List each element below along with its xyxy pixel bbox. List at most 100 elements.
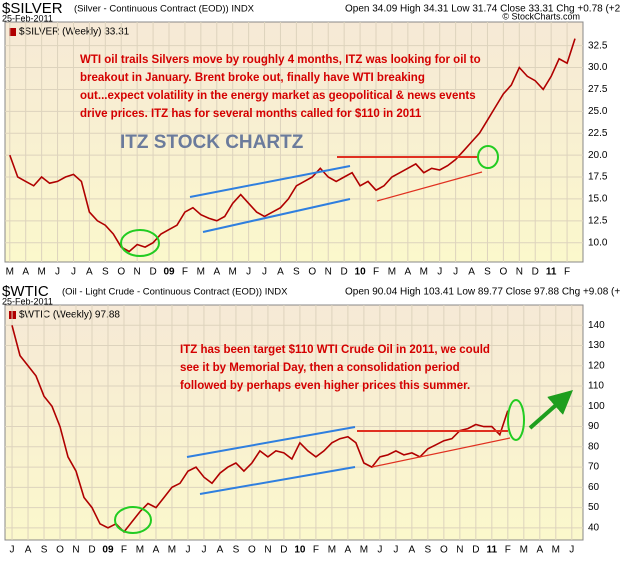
x-tick-label: M bbox=[552, 545, 560, 556]
x-tick-label: 10 bbox=[355, 267, 367, 278]
x-tick-label: A bbox=[405, 267, 412, 278]
x-tick-label: M bbox=[328, 545, 336, 556]
y-tick-label: 40 bbox=[588, 522, 600, 533]
trendline bbox=[186, 426, 356, 458]
x-tick-label: F bbox=[313, 545, 319, 556]
highlight-circle bbox=[477, 145, 499, 169]
x-tick-label: 11 bbox=[487, 545, 498, 556]
x-tick-label: M bbox=[197, 267, 205, 278]
y-tick-label: 50 bbox=[588, 502, 600, 513]
x-tick-label: J bbox=[246, 267, 251, 278]
x-tick-label: A bbox=[409, 545, 416, 556]
x-tick-label: A bbox=[277, 267, 284, 278]
x-tick-label: F bbox=[373, 267, 379, 278]
y-tick-label: 30.0 bbox=[588, 62, 608, 73]
x-tick-label: F bbox=[182, 267, 188, 278]
trendline bbox=[371, 437, 511, 468]
x-tick-label: A bbox=[345, 545, 352, 556]
x-tick-label: D bbox=[280, 545, 287, 556]
x-tick-label: D bbox=[341, 267, 348, 278]
y-tick-label: 25.0 bbox=[588, 106, 608, 117]
x-tick-label: A bbox=[25, 545, 32, 556]
legend-label: $SILVER (Weekly) 33.31 bbox=[19, 27, 130, 38]
y-tick-label: 100 bbox=[588, 401, 605, 412]
x-tick-label: S bbox=[293, 267, 300, 278]
x-tick-label: A bbox=[86, 267, 93, 278]
x-tick-label: D bbox=[149, 267, 156, 278]
plot-area bbox=[4, 21, 584, 263]
x-tick-label: J bbox=[71, 267, 76, 278]
y-tick-label: 12.5 bbox=[588, 215, 608, 226]
x-tick-label: F bbox=[121, 545, 127, 556]
x-tick-label: J bbox=[453, 267, 458, 278]
x-tick-label: D bbox=[88, 545, 95, 556]
legend-swatch bbox=[9, 28, 16, 36]
price-line bbox=[9, 38, 576, 253]
y-tick-label: 80 bbox=[588, 441, 600, 452]
x-tick-label: M bbox=[6, 267, 14, 278]
x-tick-label: O bbox=[499, 267, 507, 278]
x-tick-label: 09 bbox=[102, 545, 114, 556]
y-tick-label: 60 bbox=[588, 482, 600, 493]
y-tick-label: 20.0 bbox=[588, 150, 608, 161]
y-tick-label: 140 bbox=[588, 320, 605, 331]
arrow bbox=[528, 390, 573, 430]
x-tick-label: O bbox=[56, 545, 64, 556]
x-tick-label: F bbox=[505, 545, 511, 556]
y-tick-label: 17.5 bbox=[588, 172, 608, 183]
x-tick-label: S bbox=[233, 545, 240, 556]
x-tick-label: A bbox=[22, 267, 29, 278]
price-stats: Open 90.04 High 103.41 Low 89.77 Close 9… bbox=[345, 287, 620, 298]
y-tick-label: 32.5 bbox=[588, 40, 608, 51]
x-tick-label: J bbox=[377, 545, 382, 556]
x-tick-label: J bbox=[262, 267, 267, 278]
x-tick-label: N bbox=[134, 267, 141, 278]
x-tick-label: M bbox=[420, 267, 428, 278]
y-tick-label: 22.5 bbox=[588, 128, 608, 139]
chart-date: 25-Feb-2011 bbox=[2, 296, 53, 306]
x-tick-label: 10 bbox=[294, 545, 306, 556]
x-tick-label: O bbox=[440, 545, 448, 556]
trendline bbox=[189, 165, 351, 198]
x-tick-label: F bbox=[564, 267, 570, 278]
x-tick-label: D bbox=[472, 545, 479, 556]
chart-date: 25-Feb-2011 bbox=[2, 13, 53, 23]
x-tick-label: S bbox=[102, 267, 109, 278]
x-tick-label: A bbox=[536, 545, 543, 556]
x-tick-label: M bbox=[229, 267, 237, 278]
x-tick-label: S bbox=[41, 545, 48, 556]
trendline bbox=[199, 466, 356, 495]
y-tick-label: 90 bbox=[588, 421, 600, 432]
chart-title: $WTIC bbox=[2, 283, 49, 300]
annotation: ITZ has been target $110 WTI Crude Oil i… bbox=[180, 344, 490, 356]
x-tick-label: M bbox=[37, 267, 45, 278]
x-tick-label: A bbox=[213, 267, 220, 278]
x-tick-label: 11 bbox=[546, 267, 557, 278]
x-tick-label: 09 bbox=[163, 267, 175, 278]
plot-area bbox=[4, 304, 584, 541]
x-tick-label: O bbox=[308, 267, 316, 278]
x-tick-label: J bbox=[10, 545, 15, 556]
x-tick-label: N bbox=[325, 267, 332, 278]
x-tick-label: O bbox=[117, 267, 125, 278]
y-tick-label: 27.5 bbox=[588, 84, 608, 95]
trendlines bbox=[114, 145, 573, 534]
plot-layer: $SILVER (Silver - Continuous Contract (EO… bbox=[2, 0, 620, 556]
trendline bbox=[376, 171, 483, 202]
trendline bbox=[202, 198, 351, 233]
highlight-circle bbox=[507, 399, 525, 441]
price-line bbox=[11, 325, 509, 534]
x-tick-label: N bbox=[72, 545, 79, 556]
x-tick-label: S bbox=[484, 267, 491, 278]
x-tick-label: N bbox=[456, 545, 463, 556]
x-tick-label: N bbox=[516, 267, 523, 278]
x-tick-label: J bbox=[569, 545, 574, 556]
y-tick-label: 15.0 bbox=[588, 194, 608, 205]
x-tick-label: A bbox=[217, 545, 224, 556]
x-tick-label: M bbox=[168, 545, 176, 556]
credit: © StockCharts.com bbox=[502, 11, 580, 21]
x-tick-label: M bbox=[136, 545, 144, 556]
x-tick-label: J bbox=[185, 545, 190, 556]
x-tick-label: A bbox=[153, 545, 160, 556]
